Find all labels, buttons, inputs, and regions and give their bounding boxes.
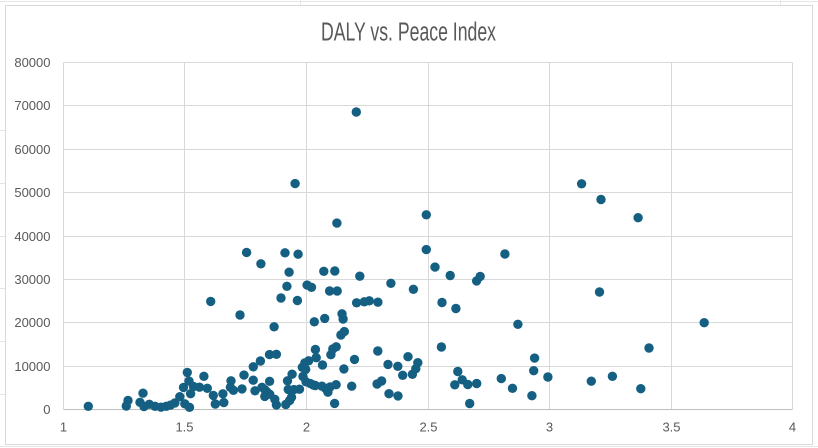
svg-text:2.5: 2.5: [419, 420, 437, 435]
svg-text:70000: 70000: [14, 98, 50, 113]
svg-text:2: 2: [303, 420, 310, 435]
svg-text:1.5: 1.5: [175, 420, 193, 435]
svg-text:4: 4: [789, 420, 796, 435]
svg-text:3.5: 3.5: [662, 420, 680, 435]
svg-text:DALY vs. Peace Index: DALY vs. Peace Index: [321, 18, 496, 46]
svg-text:60000: 60000: [14, 142, 50, 157]
svg-text:10000: 10000: [14, 359, 50, 374]
svg-text:80000: 80000: [14, 55, 50, 70]
svg-text:1: 1: [60, 420, 67, 435]
svg-text:40000: 40000: [14, 229, 50, 244]
svg-text:0: 0: [43, 402, 50, 417]
svg-text:30000: 30000: [14, 272, 50, 287]
svg-text:20000: 20000: [14, 315, 50, 330]
svg-text:3: 3: [546, 420, 553, 435]
svg-text:50000: 50000: [14, 185, 50, 200]
